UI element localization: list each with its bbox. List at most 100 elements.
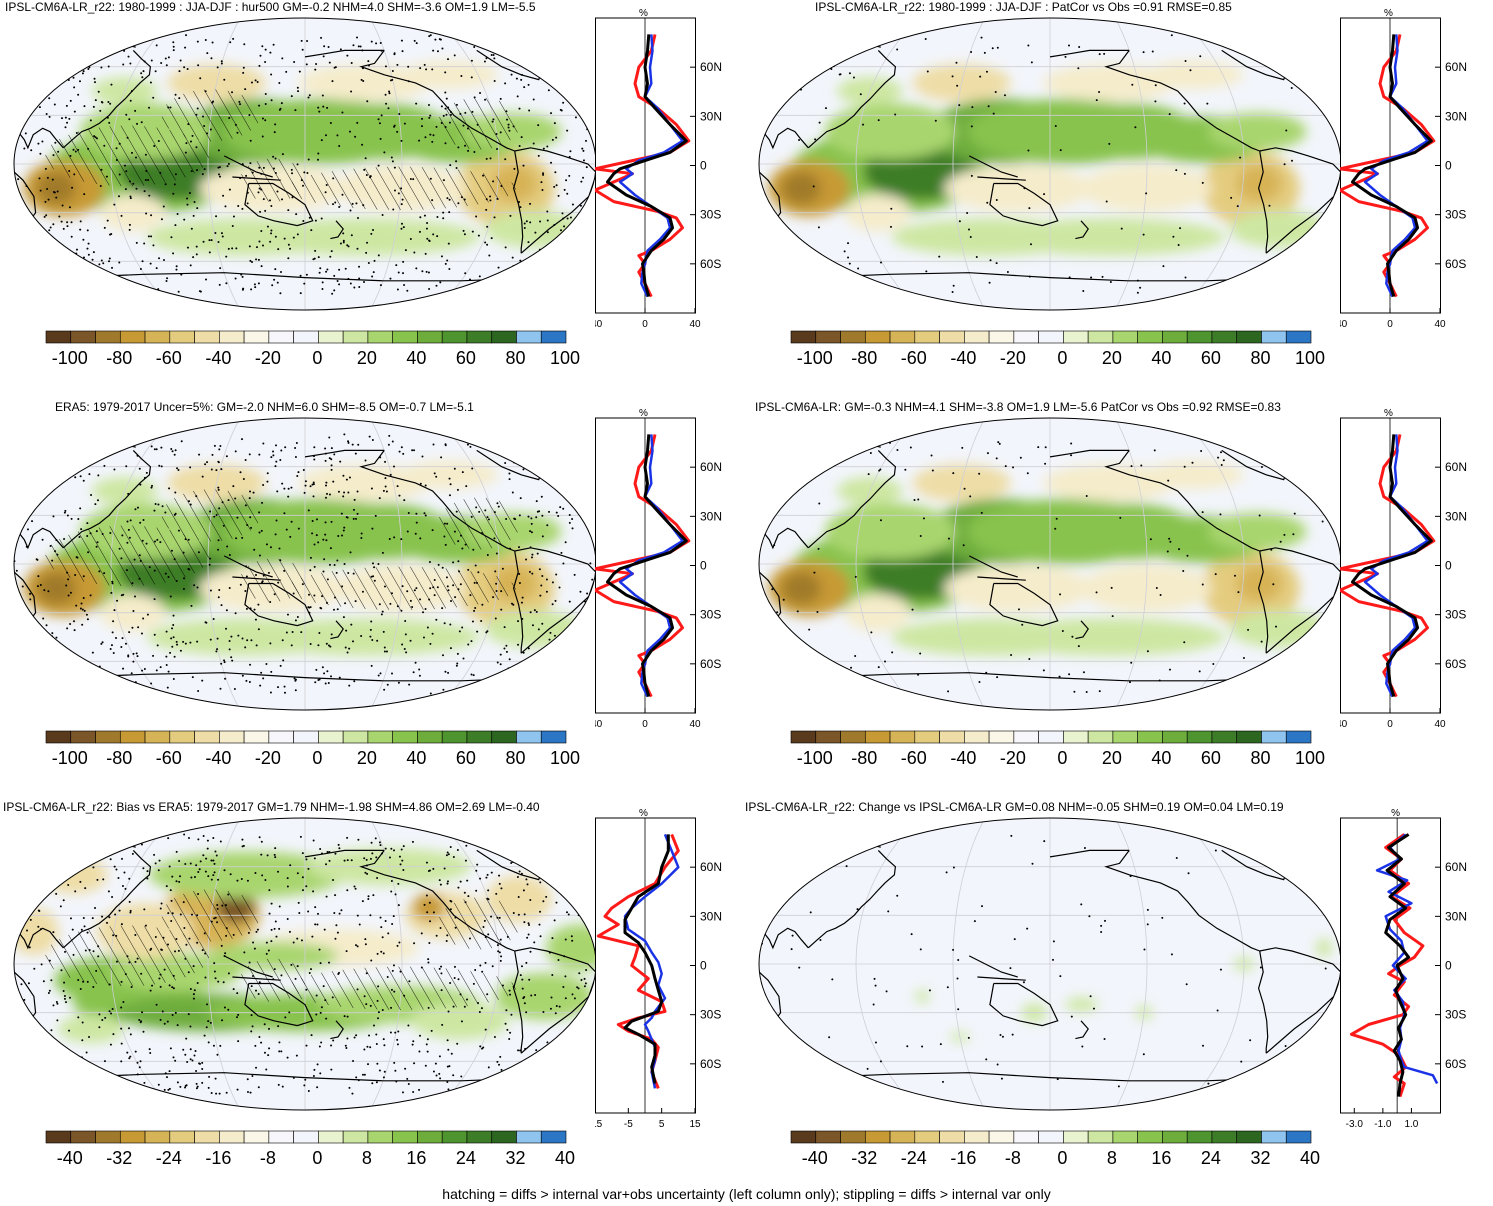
colorbar-label: -80 bbox=[851, 348, 878, 368]
anomaly-region bbox=[995, 618, 1225, 656]
colorbar-swatch bbox=[540, 730, 567, 744]
colorbar-label: -80 bbox=[851, 748, 878, 768]
colorbar-label: -24 bbox=[900, 1148, 927, 1168]
anomaly-region bbox=[1065, 997, 1099, 1012]
colorbar-swatch bbox=[540, 1130, 567, 1144]
colorbar-swatch bbox=[815, 1130, 841, 1144]
anomaly-region bbox=[250, 218, 480, 256]
coastline bbox=[1259, 147, 1341, 173]
colorbar-swatch bbox=[1285, 730, 1312, 744]
coastline bbox=[330, 620, 344, 640]
zonal-mean-profile: % 60N 30N 0 30S 60S -40 0 40 bbox=[595, 408, 722, 730]
coastline bbox=[989, 182, 1059, 227]
anomaly-region bbox=[399, 60, 499, 89]
colorbar-label: -40 bbox=[205, 748, 232, 768]
colorbar-swatch bbox=[318, 330, 344, 344]
colorbar-label: -80 bbox=[106, 348, 133, 368]
colorbar-label: 0 bbox=[1057, 1148, 1068, 1168]
coastline bbox=[17, 527, 64, 550]
colorbar-swatch bbox=[988, 1130, 1015, 1144]
figure-caption: hatching = diffs > internal var+obs unce… bbox=[442, 1186, 1051, 1202]
anomaly-region bbox=[1144, 60, 1244, 89]
coastline bbox=[1104, 50, 1260, 152]
colorbar-label: 20 bbox=[1101, 748, 1122, 768]
latitude-tick-label: 30N bbox=[700, 109, 722, 123]
map-panel-p2: IPSL-CM6A-LR_r22: 1980-1999 : JJA-DJF : … bbox=[745, 0, 1485, 395]
coastline bbox=[762, 927, 809, 950]
coastline bbox=[989, 982, 1059, 1027]
latitude-tick-label: 30N bbox=[700, 509, 722, 523]
colorbar-swatch bbox=[964, 330, 990, 344]
zonal-mean-profile: % 60N 30N 0 30S 60S -3.0 -1.0 1.0 bbox=[1340, 808, 1467, 1130]
colorbar-swatch bbox=[367, 330, 393, 344]
latitude-tick-label: 60S bbox=[1445, 1057, 1466, 1071]
colorbar-swatch bbox=[243, 730, 270, 744]
coastline bbox=[223, 555, 273, 578]
colorbar-swatch bbox=[293, 330, 319, 344]
colorbar bbox=[45, 330, 567, 344]
hatching-region bbox=[438, 97, 520, 150]
coastline bbox=[17, 127, 64, 150]
latitude-tick-label: 60N bbox=[700, 460, 722, 474]
coastline bbox=[1049, 449, 1130, 458]
coastline bbox=[1240, 833, 1270, 843]
colorbar-swatch bbox=[1137, 1130, 1163, 1144]
coastline bbox=[62, 449, 152, 549]
anomaly-region bbox=[36, 572, 77, 605]
colorbar-swatch bbox=[889, 730, 916, 744]
coastline bbox=[977, 976, 1026, 981]
anomaly-region bbox=[36, 172, 77, 205]
colorbar-label: -40 bbox=[801, 1148, 828, 1168]
colorbar-label: 8 bbox=[1106, 1148, 1117, 1168]
profile-line-mmm bbox=[606, 434, 688, 698]
colorbar-swatch bbox=[815, 330, 841, 344]
panel-title: IPSL-CM6A-LR: GM=-0.3 NHM=4.1 SHM=-3.8 O… bbox=[755, 400, 1281, 414]
coastline bbox=[495, 433, 525, 443]
colorbar-swatch bbox=[1285, 1130, 1312, 1144]
colorbar-swatch bbox=[939, 330, 965, 344]
coastline bbox=[968, 555, 1018, 578]
latitude-tick-label: 30S bbox=[700, 208, 721, 222]
colorbar-swatch bbox=[219, 730, 245, 744]
colorbar-swatch bbox=[119, 730, 146, 744]
coastline bbox=[1240, 433, 1270, 443]
colorbar-label: 60 bbox=[455, 348, 476, 368]
colorbar-swatch bbox=[392, 1130, 418, 1144]
colorbar-swatch bbox=[864, 730, 891, 744]
coastline bbox=[968, 155, 1018, 178]
colorbar-label: 16 bbox=[406, 1148, 427, 1168]
colorbar-swatch bbox=[1112, 330, 1138, 344]
coastline bbox=[1257, 150, 1269, 254]
profile-x-tick-label: 15 bbox=[689, 1119, 701, 1130]
latitude-tick-label: 30S bbox=[1445, 608, 1466, 622]
profile-unit: % bbox=[1391, 808, 1400, 819]
colorbar-swatch bbox=[840, 1130, 866, 1144]
hatching-region bbox=[161, 489, 261, 542]
colorbar-label: -100 bbox=[51, 748, 88, 768]
anomaly-region bbox=[58, 1014, 125, 1043]
colorbar-label: -24 bbox=[155, 1148, 182, 1168]
coastline bbox=[223, 155, 273, 178]
coastline bbox=[968, 955, 1018, 978]
hatching-region bbox=[438, 497, 520, 550]
coastline bbox=[1259, 547, 1341, 573]
colorbar-swatch bbox=[466, 330, 493, 344]
colorbar-swatch bbox=[914, 730, 940, 744]
colorbar-label: -40 bbox=[56, 1148, 83, 1168]
robinson-map bbox=[13, 417, 597, 711]
robinson-map bbox=[758, 17, 1342, 311]
anomaly-region bbox=[915, 989, 929, 1004]
coastline bbox=[759, 171, 782, 222]
hatching-region bbox=[161, 89, 261, 142]
colorbar-swatch bbox=[1087, 330, 1114, 344]
anomaly-region bbox=[399, 460, 499, 489]
colorbar-swatch bbox=[70, 1130, 96, 1144]
panel-title: IPSL-CM6A-LR_r22: Change vs IPSL-CM6A-LR… bbox=[745, 800, 1284, 814]
coastline bbox=[812, 672, 1288, 682]
map-panel-p3: ERA5: 1979-2017 Uncer=5%: GM=-2.0 NHM=6.… bbox=[0, 400, 740, 795]
coastline bbox=[977, 176, 1026, 181]
profile-line-obs bbox=[595, 434, 691, 698]
colorbar-swatch bbox=[95, 730, 121, 744]
profile-x-tick-label: 40 bbox=[1434, 319, 1446, 330]
colorbar-label: 60 bbox=[1200, 748, 1221, 768]
